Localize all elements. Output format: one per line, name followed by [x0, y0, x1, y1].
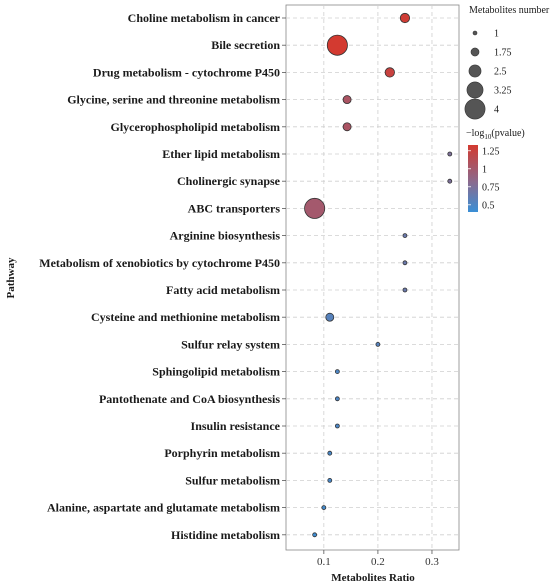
- data-point: [334, 396, 340, 402]
- pathway-label: Choline metabolism in cancer: [128, 11, 281, 25]
- color-legend: −log10(pvalue) 1.25 1 0.75 0.5: [466, 128, 525, 212]
- data-point: [384, 67, 395, 78]
- data-point: [375, 341, 381, 347]
- size-legend-title: Metabolites number: [469, 5, 550, 16]
- size-legend-label: 1: [494, 29, 499, 40]
- data-point: [402, 260, 408, 266]
- pathway-label: Sulfur relay system: [181, 337, 280, 351]
- data-point: [327, 450, 333, 456]
- pathway-label: Insulin resistance: [191, 419, 281, 433]
- size-legend: Metabolites number 1 1.75 2.5 3.25 4: [464, 5, 550, 120]
- data-point: [327, 477, 333, 483]
- pathway-label: Ether lipid metabolism: [162, 147, 280, 161]
- data-point: [334, 369, 340, 375]
- size-legend-label: 2.5: [494, 67, 507, 78]
- size-legend-label: 3.25: [494, 86, 512, 97]
- data-point: [304, 197, 326, 219]
- color-legend-title: −log10(pvalue): [466, 128, 525, 141]
- plot-panel: [285, 4, 460, 551]
- pathway-label: Glycerophospholipid metabolism: [111, 120, 280, 134]
- data-point: [326, 34, 348, 56]
- data-point: [402, 287, 408, 293]
- x-axis: 0.1 0.2 0.3: [317, 550, 439, 568]
- pathway-labels: Choline metabolism in cancer Bile secreti…: [39, 11, 286, 542]
- color-legend-label: 1: [482, 164, 487, 175]
- data-point: [334, 423, 340, 429]
- data-point: [325, 312, 335, 322]
- data-point: [402, 233, 408, 239]
- pathway-label: Arginine biosynthesis: [170, 229, 281, 243]
- color-bar: [468, 145, 478, 212]
- size-legend-dot: [466, 81, 484, 99]
- color-legend-label: 1.25: [482, 146, 500, 157]
- x-axis-title: Metabolites Ratio: [331, 572, 415, 584]
- data-points: [304, 12, 453, 538]
- pathway-label: Pantothenate and CoA biosynthesis: [99, 392, 280, 406]
- pathway-label: ABC transporters: [188, 201, 281, 215]
- data-point: [321, 505, 327, 511]
- pathway-label: Glycine, serine and threonine metabolism: [67, 93, 280, 107]
- data-point: [399, 12, 411, 24]
- x-tick-label: 0.3: [425, 556, 439, 568]
- size-legend-label: 4: [494, 105, 499, 116]
- x-tick-label: 0.1: [317, 556, 331, 568]
- size-legend-dot: [470, 47, 480, 57]
- pathway-label: Metabolism of xenobiotics by cytochrome …: [39, 256, 280, 270]
- size-legend-dot: [472, 30, 478, 36]
- data-point: [342, 95, 352, 105]
- color-legend-label: 0.5: [482, 200, 495, 211]
- pathway-label: Drug metabolism - cytochrome P450: [93, 65, 280, 79]
- pathway-label: Fatty acid metabolism: [166, 283, 280, 297]
- color-legend-label: 0.75: [482, 182, 500, 193]
- x-tick-label: 0.2: [371, 556, 385, 568]
- y-axis-title: Pathway: [5, 257, 17, 298]
- data-point: [447, 151, 453, 157]
- size-legend-label: 1.75: [494, 48, 512, 59]
- pathway-label: Cysteine and methionine metabolism: [91, 310, 280, 324]
- data-point: [312, 532, 318, 538]
- data-point: [342, 122, 352, 132]
- data-point: [447, 178, 453, 184]
- size-legend-dot: [464, 98, 486, 120]
- pathway-label: Histidine metabolism: [171, 528, 280, 542]
- pathway-label: Cholinergic synapse: [177, 174, 281, 188]
- size-legend-dot: [468, 64, 482, 78]
- pathway-label: Alanine, aspartate and glutamate metabol…: [47, 501, 280, 515]
- pathway-label: Sphingolipid metabolism: [152, 365, 280, 379]
- pathway-label: Bile secretion: [211, 38, 280, 52]
- pathway-label: Sulfur metabolism: [185, 473, 280, 487]
- pathway-label: Porphyrin metabolism: [164, 446, 280, 460]
